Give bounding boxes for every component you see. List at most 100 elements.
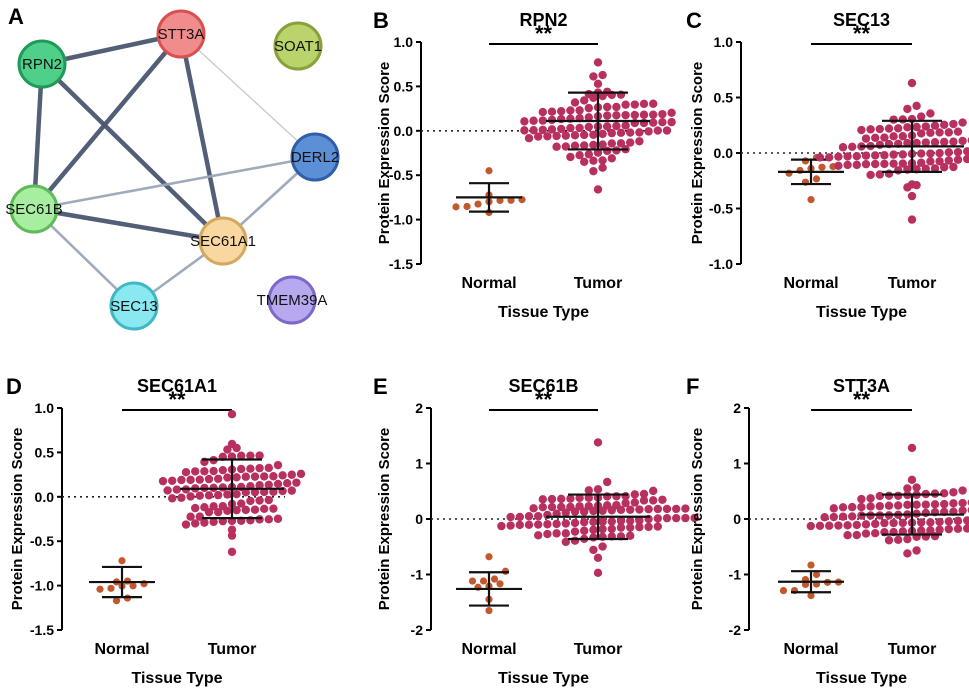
y-tick-label: 0 [733,511,741,527]
node-rpn2[interactable]: RPN2 [17,39,67,89]
data-point [552,131,561,141]
data-point [547,107,557,116]
data-point [118,557,126,565]
data-point [626,523,635,532]
data-point [639,496,649,505]
data-point [524,520,534,530]
data-point [658,109,667,119]
data-point [255,463,264,473]
data-point [917,149,926,158]
data-point [626,516,635,526]
data-point [834,521,843,530]
data-point [214,490,223,500]
data-point [557,124,566,134]
y-tick-label: 1 [415,456,423,472]
data-point [903,138,912,148]
node-derl2[interactable]: DERL2 [290,132,340,182]
network-edges [31,31,316,308]
data-point [852,520,861,530]
data-point [496,196,504,205]
data-point [584,122,593,132]
data-point [848,142,857,152]
data-point [603,477,612,487]
data-point [547,494,557,504]
data-point [260,504,269,514]
significance-stars: ** [535,387,553,412]
data-point [584,103,593,113]
x-axis-label: Tissue Type [498,670,589,687]
data-point [223,506,232,515]
group-normal [456,553,522,615]
y-tick-label: -0.5 [389,167,413,183]
data-point [903,500,912,509]
data-point [468,577,477,585]
node-soat1[interactable]: SOAT1 [273,21,323,71]
data-point [538,107,547,117]
data-point [584,486,593,495]
data-point [644,505,653,514]
data-point [538,495,547,504]
node-stt3a[interactable]: STT3A [156,9,206,59]
data-point [875,124,884,134]
data-point [543,510,552,520]
data-point [264,463,273,473]
data-point [524,134,534,143]
data-point [958,136,967,146]
node-sec13[interactable]: SEC13 [109,281,159,331]
y-tick-label: -0.5 [709,201,733,217]
data-point [907,475,917,485]
node-tmem39a[interactable]: TMEM39A [257,275,328,325]
data-point [552,519,561,529]
data-point [195,512,204,521]
data-point [598,129,607,139]
data-point [177,475,186,485]
data-point [884,536,894,545]
data-point [907,78,917,88]
data-point [273,460,283,470]
data-point [880,159,889,169]
group-normal [778,153,844,204]
data-point [607,128,616,138]
node-sec61a1[interactable]: SEC61A1 [190,216,256,266]
data-point [834,161,843,171]
data-point [593,485,603,494]
node-sec61b[interactable]: SEC61B [5,184,63,234]
data-point [269,504,278,513]
data-point [820,513,829,522]
data-point [639,489,649,499]
data-point [949,162,958,172]
data-point [485,606,493,615]
group-normal [452,167,526,217]
y-tick-label: 2 [415,400,423,416]
data-point [589,533,598,542]
data-point [894,535,903,544]
data-point [283,479,292,488]
y-tick-label: 1.0 [35,400,55,416]
x-axis-label: Tissue Type [816,670,907,687]
data-point [963,147,969,156]
data-point [223,445,232,454]
data-point [227,547,237,557]
data-point [630,100,639,109]
data-point [921,508,930,518]
data-point [570,507,580,516]
data-point [497,521,506,531]
data-point [667,108,676,118]
node-label: SOAT1 [274,38,322,55]
data-point [889,115,898,124]
data-point [898,518,907,528]
data-point [463,202,471,211]
data-point [875,140,884,150]
node-circle [9,184,59,234]
data-point [204,507,214,517]
y-tick-label: 0.5 [394,78,414,94]
data-point [930,164,940,173]
data-point [534,511,543,521]
edge-sec61b-sec61a1 [33,206,224,244]
data-point [861,134,871,143]
data-point [653,522,662,531]
significance-stars: ** [168,387,186,412]
x-axis-label: Tissue Type [816,304,907,321]
data-point [626,128,635,137]
